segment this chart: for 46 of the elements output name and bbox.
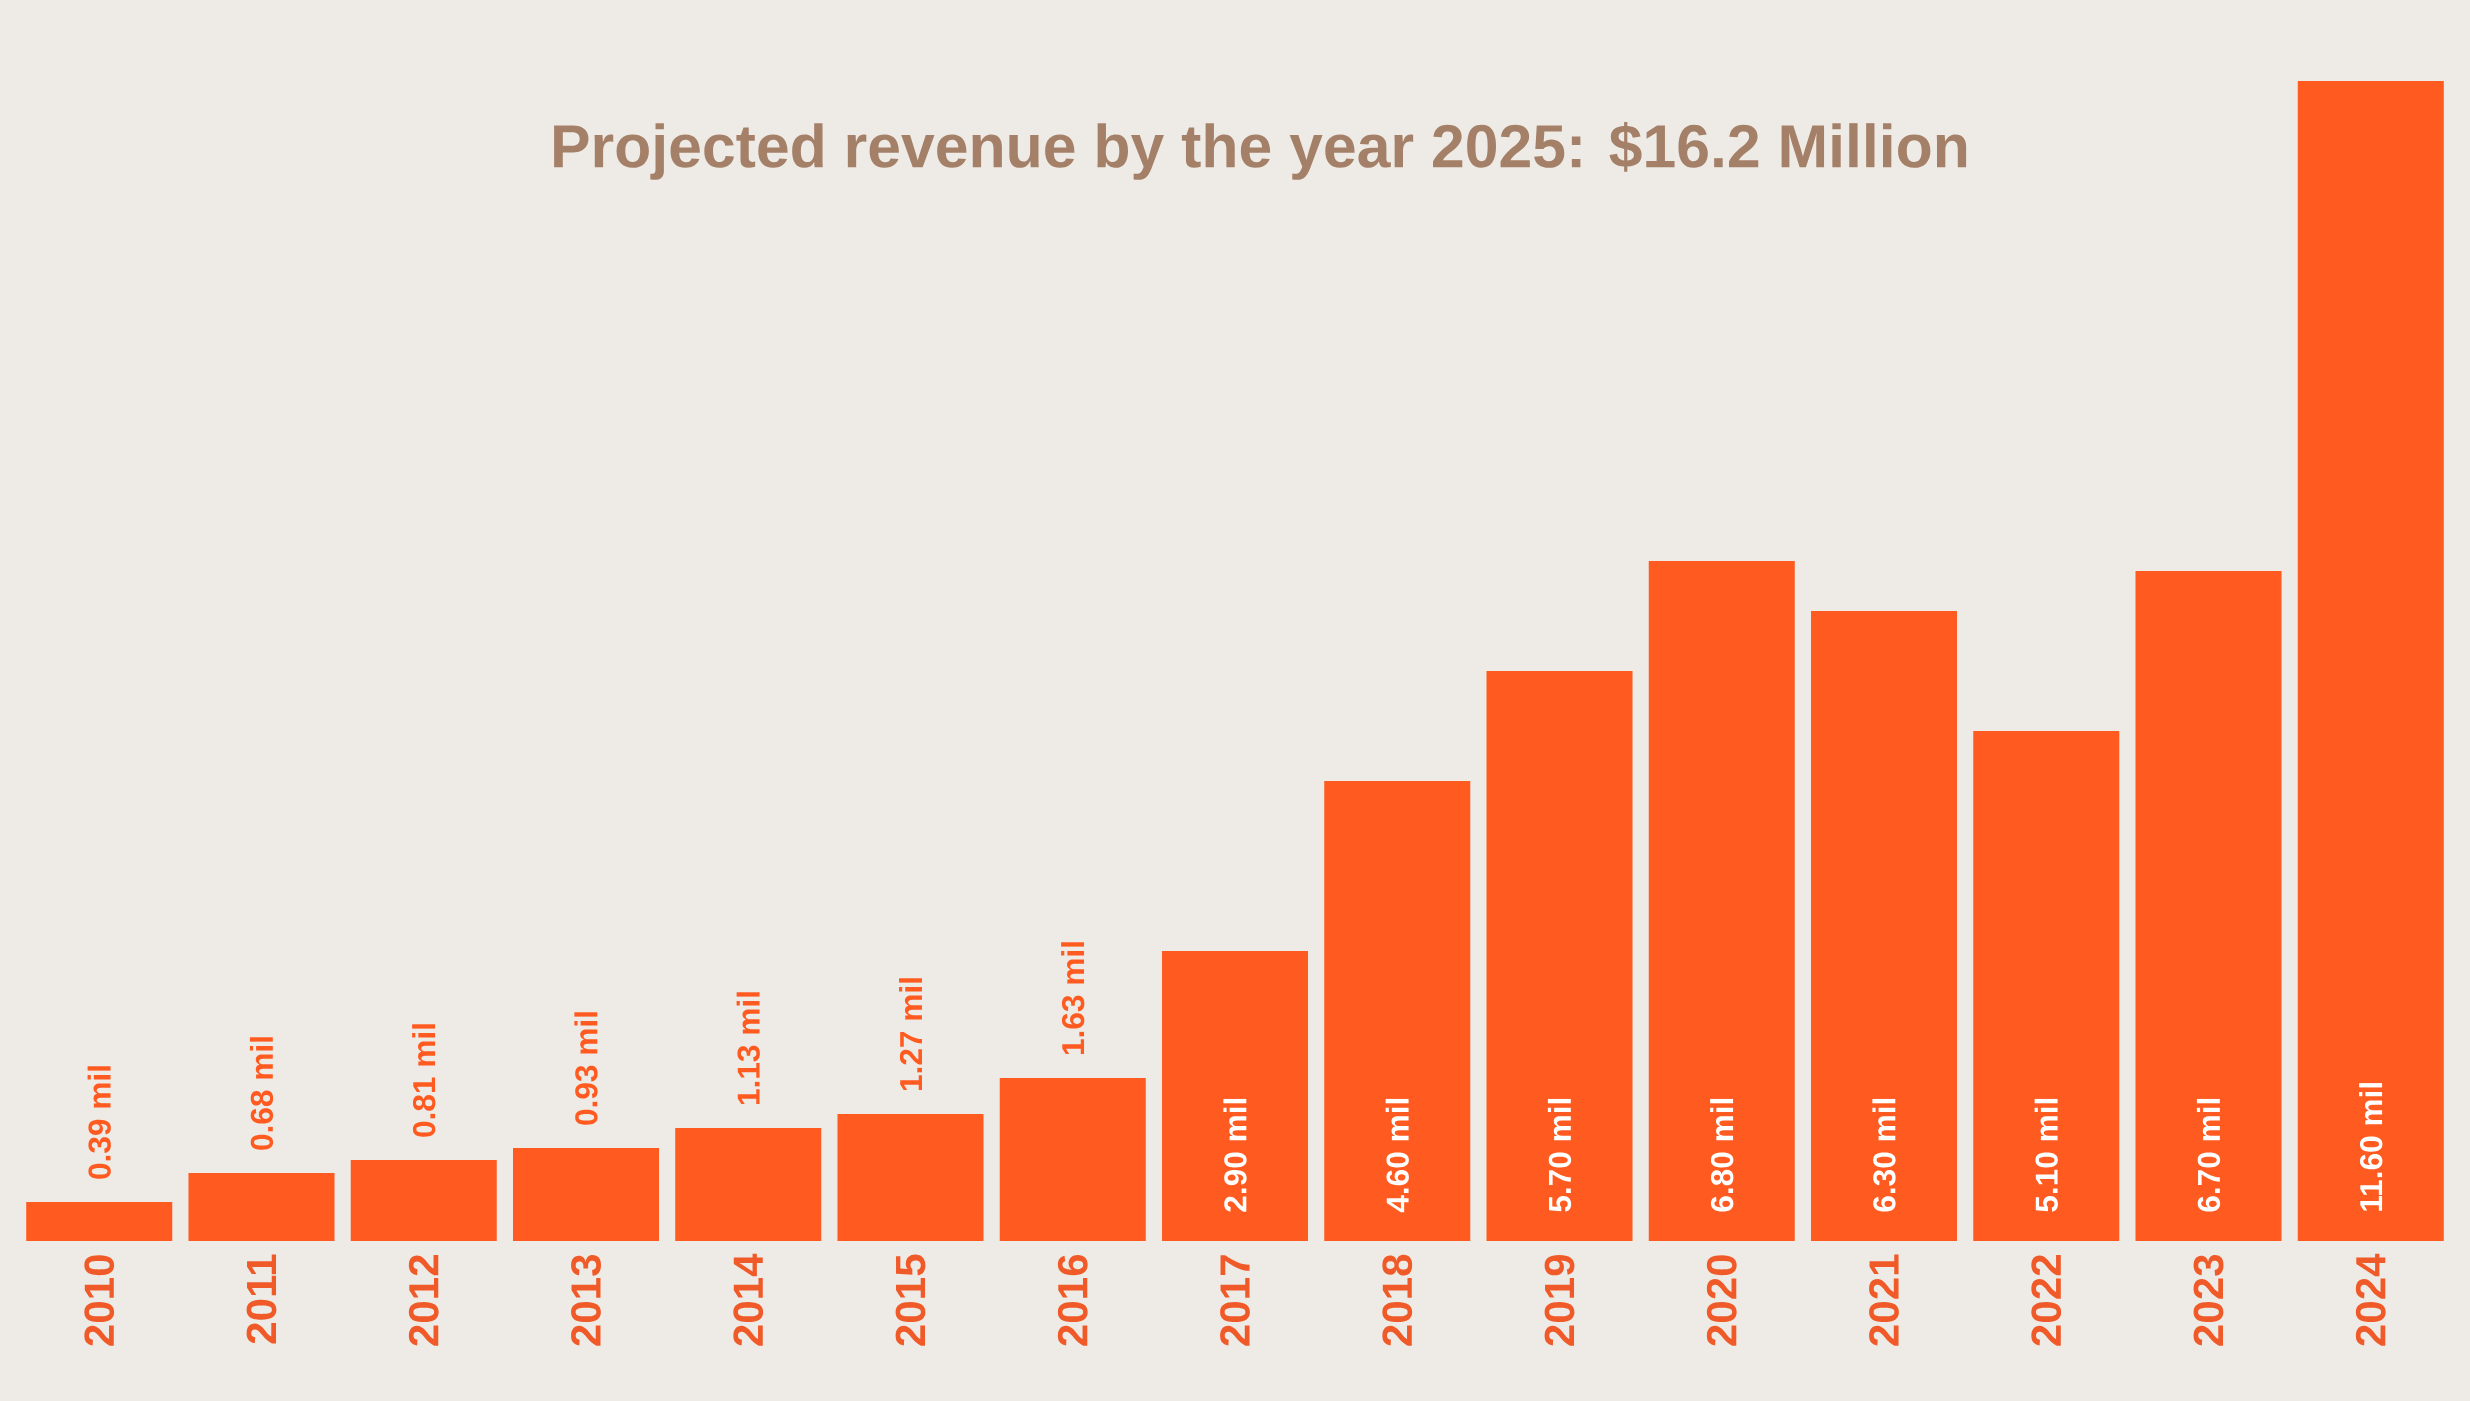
- bar: [1486, 670, 1633, 1241]
- x-tick-label: 2022: [2031, 1255, 2062, 1346]
- data-label: 2.90 mil: [1223, 1098, 1247, 1212]
- bar: [999, 1077, 1146, 1241]
- text: Projected revenue by the year 2025: $16.2 Million: [554, 122, 1967, 180]
- x-tick-label: 2023: [2193, 1254, 2224, 1346]
- x-tick-label: 2010: [84, 1255, 115, 1346]
- data-label: 0.81 mil: [412, 1024, 436, 1137]
- data-label: 6.30 mil: [1872, 1098, 1896, 1212]
- data-label: 0.39 mil: [87, 1066, 111, 1179]
- bar: [1648, 560, 1795, 1241]
- bar: [512, 1147, 660, 1241]
- bar: [2297, 80, 2444, 1241]
- x-tick-label: 2016: [1057, 1254, 1088, 1346]
- bar: [2135, 570, 2282, 1241]
- x-tick-label: 2020: [1706, 1255, 1737, 1346]
- data-label: 11.60 mil: [2359, 1083, 2383, 1211]
- data-label: 6.70 mil: [2196, 1098, 2221, 1212]
- x-tick-label: 2012: [408, 1255, 439, 1346]
- bar: [1162, 950, 1309, 1241]
- bar: [675, 1127, 822, 1241]
- data-label: 1.27 mil: [899, 978, 922, 1091]
- data-label: 1.13 mil: [736, 992, 760, 1105]
- bar: [837, 1113, 984, 1241]
- data-label: 6.80 mil: [1710, 1098, 1734, 1212]
- bar: [1324, 780, 1471, 1241]
- x-tick-label: 2019: [1544, 1254, 1575, 1346]
- x-tick-label: 2011: [246, 1254, 277, 1344]
- x-tick-label: 2018: [1382, 1254, 1413, 1346]
- bar: [1811, 610, 1958, 1241]
- bar: [1973, 730, 2120, 1241]
- x-tick-label: 2021: [1869, 1254, 1899, 1346]
- bar: [350, 1159, 497, 1241]
- data-label: 1.63 mil: [1061, 942, 1085, 1055]
- bar: [26, 1201, 173, 1241]
- data-label: 4.60 mil: [1385, 1098, 1409, 1213]
- x-tick-label: 2024: [2355, 1253, 2386, 1346]
- bar: [188, 1172, 335, 1241]
- x-tick-label: 2015: [895, 1254, 926, 1346]
- data-label: 5.10 mil: [2034, 1098, 2058, 1212]
- data-label: 0.68 mil: [249, 1037, 274, 1150]
- data-label: 0.93 mil: [574, 1012, 598, 1125]
- x-tick-label: 2014: [733, 1253, 764, 1346]
- data-label: 5.70 mil: [1547, 1098, 1572, 1212]
- x-tick-label: 2013: [571, 1254, 601, 1346]
- x-tick-label: 2017: [1220, 1255, 1250, 1346]
